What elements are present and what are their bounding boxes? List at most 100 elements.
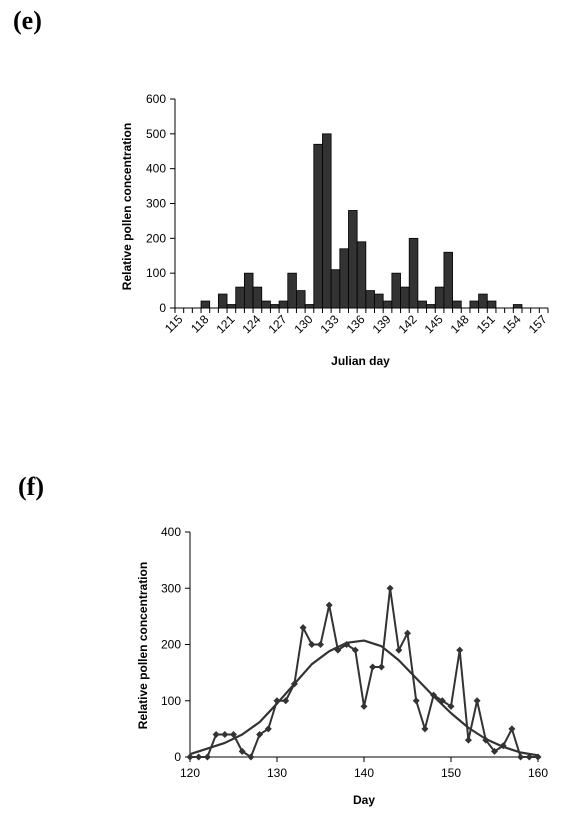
e-y-tick-label: 500 (146, 127, 166, 141)
f-data-point (256, 731, 264, 738)
e-bar (243, 272, 254, 309)
e-x-tick-label: 130 (292, 312, 316, 336)
f-x-tick-label: 150 (441, 766, 461, 780)
e-bar (408, 237, 419, 309)
e-bar (313, 143, 323, 309)
f-y-tick-label: 300 (161, 581, 181, 595)
f-data-point (186, 753, 194, 761)
e-x-tick-label: 136 (344, 312, 368, 336)
chart-f-line: 0 100 200 300 400 120 130 140 150 160 Day Relative … (136, 525, 548, 807)
e-y-tick-label: 400 (146, 162, 166, 176)
e-x-tick-label: 154 (500, 312, 524, 336)
e-x-axis-title: Julian day (331, 354, 390, 368)
e-bar (330, 269, 341, 309)
f-x-tick-label: 130 (267, 766, 287, 780)
f-data-point (308, 641, 316, 648)
e-x-tick-label: 127 (265, 312, 289, 336)
e-bar (443, 251, 453, 309)
f-data-point (369, 663, 377, 671)
e-bar (434, 286, 445, 309)
f-data-point (447, 702, 455, 710)
e-bar (252, 286, 263, 309)
f-data-point (473, 697, 481, 705)
f-series-fitted-curve (189, 639, 539, 757)
f-data-point (230, 731, 237, 738)
e-x-tick-label: 133 (318, 312, 342, 336)
e-bar (304, 304, 315, 309)
f-data-point (203, 753, 211, 761)
e-bar (382, 300, 393, 309)
f-y-tick-label: 0 (174, 750, 181, 764)
e-bar (417, 300, 427, 309)
e-bar (235, 286, 245, 309)
e-bar (374, 293, 384, 309)
panel-label-f: (f) (18, 472, 44, 501)
e-bar (278, 300, 289, 309)
f-data-point (282, 697, 290, 705)
e-x-tick-label: 124 (239, 312, 263, 336)
f-data-point (517, 753, 525, 761)
e-bar (365, 290, 375, 309)
e-y-tick-label: 600 (146, 92, 166, 106)
e-y-axis-title: Relative pollen concentration (120, 123, 134, 290)
f-data-point (238, 747, 246, 755)
e-bar (452, 300, 462, 309)
e-bar (391, 272, 401, 309)
e-bar (512, 304, 523, 309)
e-x-tick-label: 145 (422, 312, 446, 336)
f-y-tick-label: 100 (161, 694, 181, 708)
f-data-point (508, 725, 516, 733)
e-bar (261, 300, 271, 309)
e-x-tick-label: 151 (474, 312, 498, 336)
e-bar (200, 300, 211, 309)
e-x-tick-label: 148 (448, 312, 472, 336)
panel-label-e: (e) (13, 6, 42, 35)
e-x-tick-label: 118 (188, 312, 212, 336)
e-bar (356, 241, 367, 309)
chart-e-bar: 0 100 200 300 400 500 600 115 118 121 124 127 130 133… (120, 92, 550, 368)
f-data-point (491, 747, 498, 755)
f-data-point (299, 624, 307, 632)
f-data-point (386, 584, 394, 592)
f-data-point (456, 646, 464, 654)
f-x-axis-title: Day (353, 793, 375, 807)
e-bar (322, 133, 332, 309)
e-x-tick-label: 157 (526, 312, 550, 336)
e-bar (296, 290, 306, 309)
f-y-axis-title: Relative pollen concentration (136, 562, 150, 729)
f-data-point (351, 646, 359, 654)
e-bar (486, 300, 497, 309)
e-bar (478, 293, 488, 309)
e-bar (217, 293, 228, 309)
f-data-point (377, 663, 385, 671)
f-x-tick-label: 160 (528, 766, 548, 780)
e-x-tick-label: 121 (213, 312, 237, 336)
e-x-tick-label: 115 (162, 312, 186, 336)
f-y-tick-label: 400 (161, 525, 181, 539)
e-y-tick-label: 300 (146, 197, 166, 211)
e-bar (348, 210, 358, 309)
f-data-point (221, 731, 229, 738)
e-bar (339, 248, 349, 309)
e-x-tick-label: 139 (370, 312, 394, 336)
e-y-tick-label: 100 (146, 266, 166, 280)
e-y-tick-label: 0 (159, 301, 166, 315)
f-data-point (464, 736, 472, 744)
f-data-point (412, 697, 420, 705)
e-bar (270, 304, 280, 309)
e-bar (226, 304, 237, 309)
e-bar (287, 272, 297, 309)
f-data-point (325, 601, 333, 609)
f-series-observed-line (190, 588, 538, 759)
e-y-tick-label: 200 (146, 231, 166, 245)
e-bar (426, 304, 436, 309)
e-bar (469, 300, 480, 309)
f-data-point (212, 731, 220, 738)
f-data-point (264, 725, 272, 733)
f-data-point (247, 753, 255, 761)
f-data-point (360, 702, 368, 710)
e-x-tick-label: 142 (396, 312, 420, 336)
e-bar (400, 286, 410, 309)
f-x-tick-label: 140 (354, 766, 374, 780)
